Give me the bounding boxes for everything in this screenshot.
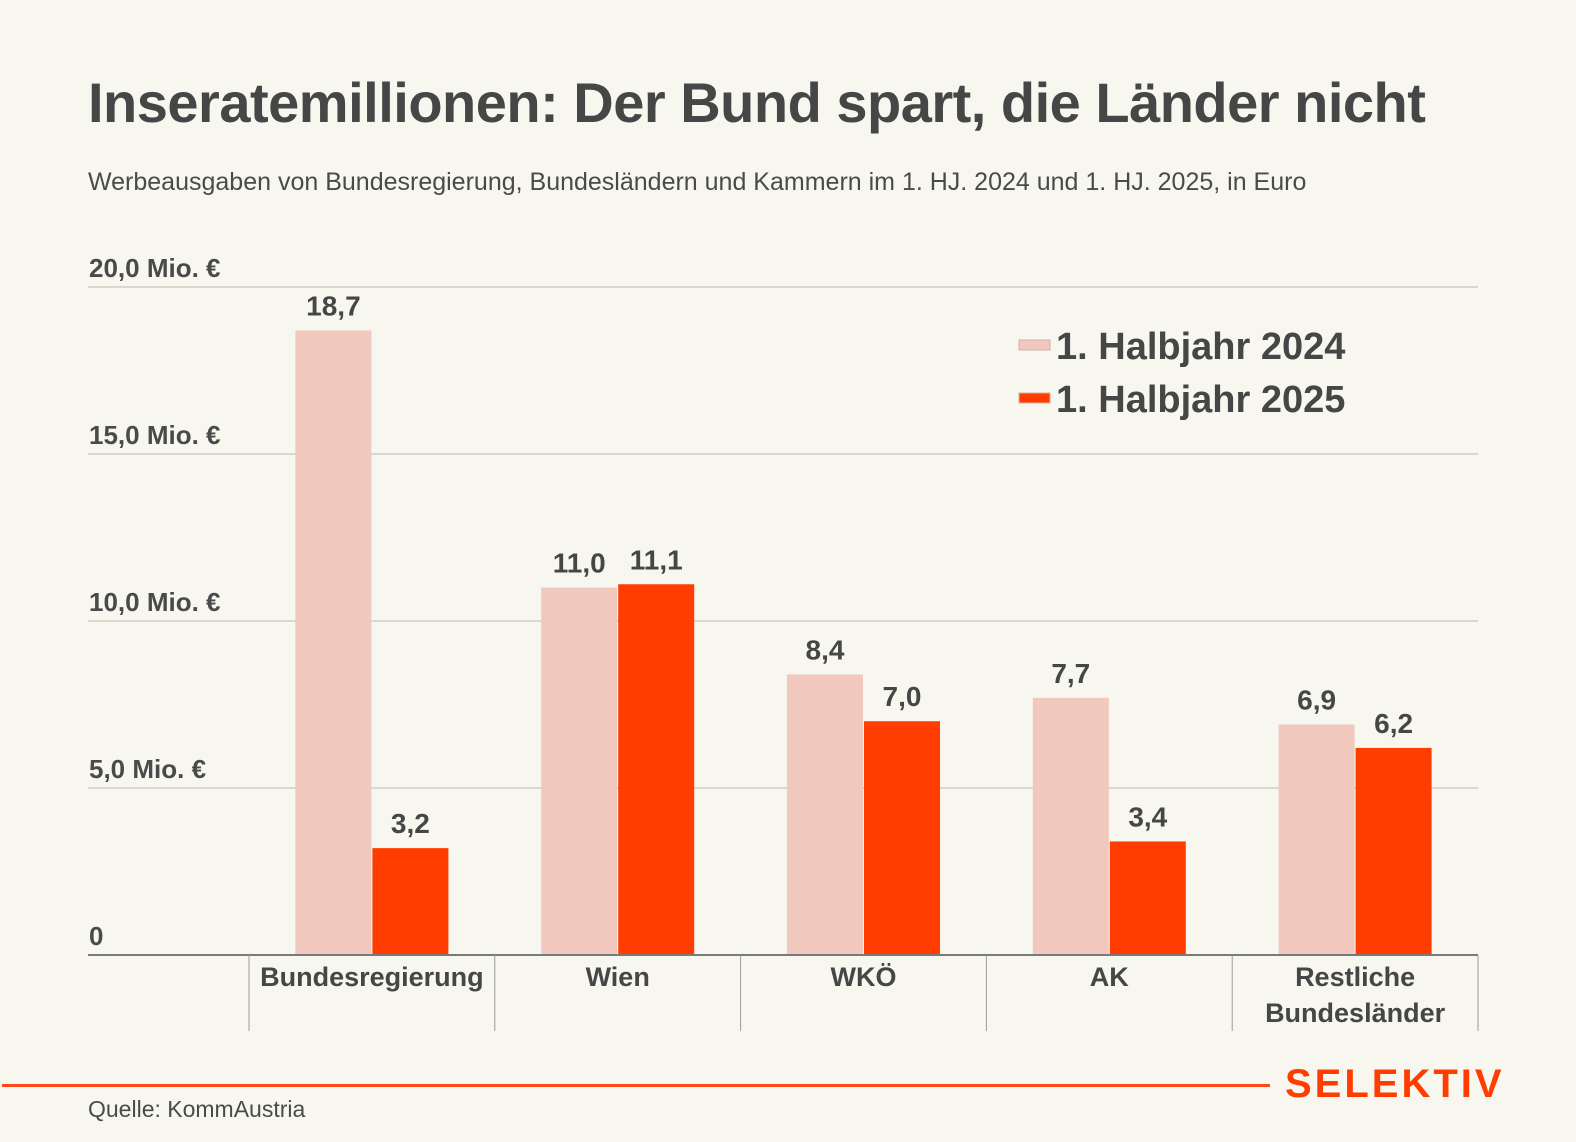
bar — [864, 721, 940, 955]
y-tick-label: 15,0 Mio. € — [89, 420, 221, 450]
x-tick-label: Wien — [586, 962, 650, 992]
y-tick-label: 20,0 Mio. € — [89, 253, 221, 283]
x-tick-label: WKÖ — [831, 962, 897, 992]
bar — [618, 584, 695, 955]
data-label: 11,1 — [630, 544, 683, 575]
legend-swatch — [1018, 392, 1051, 404]
footer-divider — [2, 1084, 1270, 1087]
source-note: Quelle: KommAustria — [88, 1096, 306, 1122]
legend-swatch — [1018, 339, 1051, 351]
data-label: 6,9 — [1297, 685, 1336, 716]
grid-layer: 0 5,0 Mio. € 10,0 Mio. € 15,0 Mio. € 20,0 Mi… — [88, 253, 1478, 951]
y-tick-label: 0 — [89, 921, 103, 951]
legend-label: 1. Halbjahr 2024 — [1056, 326, 1345, 368]
bar — [1109, 841, 1186, 955]
x-tick-label-line: Wien — [586, 962, 650, 992]
label-layer: 18,7 3,2 11,0 11,1 8,4 7,0 7,7 3,4 6,9 6,2 — [306, 290, 1413, 839]
bar — [541, 587, 618, 955]
x-tick-label-line: AK — [1090, 962, 1129, 992]
x-tick-label-line: Bundesländer — [1265, 998, 1446, 1028]
data-label: 18,7 — [306, 290, 361, 321]
x-tick-label: Restliche Bundesländer — [1265, 962, 1446, 1028]
data-label: 3,4 — [1128, 801, 1167, 832]
y-tick-label: 5,0 Mio. € — [89, 754, 206, 784]
bar — [372, 848, 449, 955]
axis-layer: Bundesregierung Wien WKÖ AK Restliche Bundesl… — [88, 954, 1479, 1031]
x-tick-label-line: Restliche — [1295, 962, 1415, 992]
x-tick-label: Bundesregierung — [260, 962, 484, 992]
data-label: 7,0 — [883, 681, 922, 712]
legend: 1. Halbjahr 2024 1. Halbjahr 2025 — [1018, 326, 1345, 421]
bar-layer — [295, 330, 1432, 955]
bar — [1032, 697, 1109, 955]
data-label: 3,2 — [391, 808, 430, 839]
chart-title: Inseratemillionen: Der Bund spart, die L… — [88, 71, 1426, 134]
bar — [787, 674, 863, 955]
y-tick-label: 10,0 Mio. € — [89, 587, 221, 617]
x-tick-label-line: Bundesregierung — [260, 962, 484, 992]
bar — [295, 330, 372, 955]
bar — [1355, 747, 1432, 955]
legend-label: 1. Halbjahr 2025 — [1056, 379, 1345, 421]
data-label: 6,2 — [1374, 708, 1413, 739]
data-label: 11,0 — [553, 548, 606, 579]
bar — [1278, 724, 1355, 955]
chart-subtitle: Werbeausgaben von Bundesregierung, Bunde… — [88, 168, 1307, 196]
x-tick-label: AK — [1090, 962, 1129, 992]
data-label: 8,4 — [806, 634, 845, 665]
brand-logo: SELEKTIV — [1285, 1062, 1505, 1106]
data-label: 7,7 — [1051, 658, 1090, 689]
x-tick-label-line: WKÖ — [831, 962, 897, 992]
